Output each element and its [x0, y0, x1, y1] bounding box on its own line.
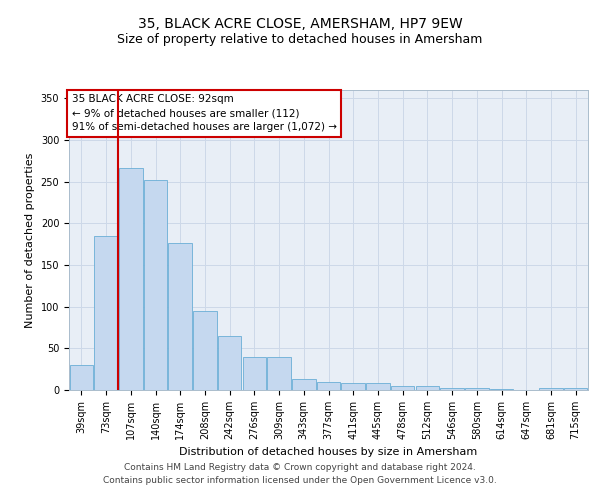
- X-axis label: Distribution of detached houses by size in Amersham: Distribution of detached houses by size …: [179, 448, 478, 458]
- Bar: [70, 365, 93, 390]
- Bar: [341, 382, 365, 390]
- Text: Contains public sector information licensed under the Open Government Licence v3: Contains public sector information licen…: [103, 476, 497, 485]
- Bar: [292, 379, 316, 390]
- Text: 35 BLACK ACRE CLOSE: 92sqm
← 9% of detached houses are smaller (112)
91% of semi: 35 BLACK ACRE CLOSE: 92sqm ← 9% of detac…: [71, 94, 337, 132]
- Bar: [193, 311, 217, 390]
- Bar: [440, 388, 464, 390]
- Bar: [366, 384, 389, 390]
- Text: Contains HM Land Registry data © Crown copyright and database right 2024.: Contains HM Land Registry data © Crown c…: [124, 464, 476, 472]
- Bar: [539, 388, 563, 390]
- Bar: [317, 382, 340, 390]
- Bar: [490, 389, 513, 390]
- Bar: [465, 388, 488, 390]
- Bar: [564, 388, 587, 390]
- Bar: [169, 244, 192, 390]
- Bar: [416, 386, 439, 390]
- Y-axis label: Number of detached properties: Number of detached properties: [25, 152, 35, 328]
- Bar: [144, 180, 167, 390]
- Bar: [268, 356, 291, 390]
- Bar: [218, 336, 241, 390]
- Bar: [119, 168, 143, 390]
- Bar: [242, 356, 266, 390]
- Bar: [94, 236, 118, 390]
- Bar: [391, 386, 415, 390]
- Text: Size of property relative to detached houses in Amersham: Size of property relative to detached ho…: [118, 32, 482, 46]
- Text: 35, BLACK ACRE CLOSE, AMERSHAM, HP7 9EW: 35, BLACK ACRE CLOSE, AMERSHAM, HP7 9EW: [137, 18, 463, 32]
